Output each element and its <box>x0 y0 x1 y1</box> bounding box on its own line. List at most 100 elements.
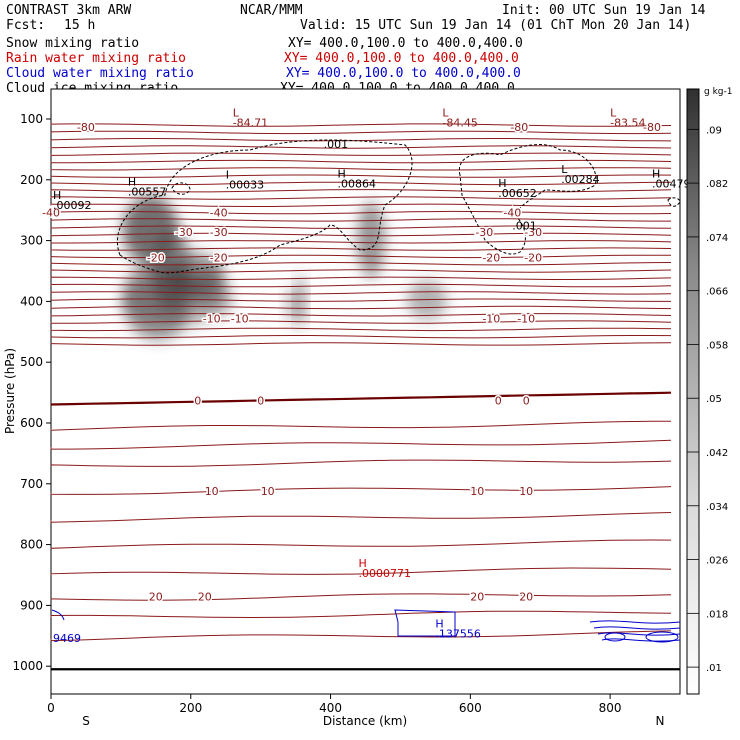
isotherm-label: 0 <box>495 395 502 408</box>
colorbar-tick-label: .074 <box>706 233 728 244</box>
cloud-ice-outline <box>116 139 413 274</box>
extremum-value: .0000771 <box>359 567 412 580</box>
y-tick-label: 700 <box>20 477 43 491</box>
isotherm-line <box>50 189 672 193</box>
x-tick-label: 600 <box>459 701 482 715</box>
x-axis-title: Distance (km) <box>323 714 407 728</box>
isotherm-label: -30 <box>175 226 193 239</box>
extremum-value: -83.54 <box>610 116 645 129</box>
y-tick-label: 200 <box>20 173 43 187</box>
extremum-marker: I <box>226 168 229 181</box>
isotherm-label: -80 <box>643 121 661 134</box>
cloud-ice-outline <box>458 144 597 255</box>
isotherm-line <box>50 512 672 523</box>
isotherm-line <box>50 225 672 229</box>
isotherm-line <box>50 218 671 222</box>
extremum-value: .001 <box>324 138 349 151</box>
xy-text-cloud-water: XY= 400.0,100.0 to 400.0,400.0 <box>286 66 521 81</box>
isotherm-line <box>50 459 672 467</box>
x-tick-label: 200 <box>179 701 202 715</box>
isotherm-line <box>50 320 672 324</box>
y-tick-label: 500 <box>20 355 43 369</box>
colorbar-tick-label: .066 <box>706 287 728 298</box>
cloud-water-outline <box>593 626 681 630</box>
isotherm-line <box>50 420 671 431</box>
cloud-water-outline <box>394 609 456 637</box>
colorbar-tick-label: .042 <box>706 448 728 459</box>
extremum-value: -84.71 <box>233 116 268 129</box>
x-tick-label: 800 <box>599 701 622 715</box>
isotherm-line <box>50 167 672 171</box>
isotherm-line <box>50 232 672 237</box>
isotherm-line <box>50 283 672 288</box>
header-project: CONTRAST 3km ARW <box>6 3 131 18</box>
extremum-marker: H <box>498 177 506 190</box>
colorbar-tick-label: .05 <box>706 394 722 405</box>
extremum-value: .00033 <box>226 178 265 191</box>
colorbar-tick-label: .09 <box>706 125 722 136</box>
extremum-marker: L <box>610 106 617 119</box>
cloud-water-outline <box>589 620 681 624</box>
cloud-water-outline <box>51 609 65 621</box>
cloud-water-outline <box>597 632 681 636</box>
isotherm-label: -10 <box>203 312 221 325</box>
isotherm-line <box>50 130 672 135</box>
cloud-water-outline <box>645 631 679 643</box>
extremum-value: 9469 <box>53 632 81 645</box>
extremum-marker: H <box>359 557 367 570</box>
x-tick-label: 400 <box>319 701 342 715</box>
extremum-marker: L <box>442 106 449 119</box>
colorbar-tick-label: .058 <box>706 340 728 351</box>
colorbar-tick-label: .026 <box>706 556 728 567</box>
extremum-marker: H <box>53 189 61 202</box>
contour-labels: -80 -80 -80-40 -40 -40-30 -30 -30 -30-20 -20 -20-… <box>41 106 691 645</box>
isotherm-label: -10 <box>231 312 249 325</box>
field-label-rain: Rain water mixing ratio <box>6 51 186 66</box>
xy-text-snow: XY= 400.0,100.0 to 400.0,400.0 <box>288 36 523 51</box>
isotherm-label: -30 <box>475 226 493 239</box>
isotherm-line <box>50 630 672 642</box>
isotherm-line <box>50 313 672 317</box>
isotherm-line <box>50 210 672 215</box>
isotherm-line <box>50 486 672 495</box>
isotherm-line <box>50 247 672 251</box>
isotherm-label: 20 <box>470 590 484 603</box>
isotherm-label: -10 <box>482 312 500 325</box>
x-end-label-south: S <box>82 714 90 728</box>
isotherm-line <box>50 174 672 178</box>
isotherm-label: 20 <box>519 590 533 603</box>
x-tick-label: 0 <box>47 701 55 715</box>
extremum-value: .00479 <box>652 178 691 191</box>
isotherm-line <box>50 196 672 200</box>
cloud-ice-outline <box>171 182 191 195</box>
extremum-value: .00092 <box>53 199 92 212</box>
isotherm-label: 0 <box>194 395 201 408</box>
y-axis-title: Pressure (hPa) <box>3 348 17 434</box>
y-tick-label: 600 <box>20 416 43 430</box>
isotherm-label: -40 <box>210 207 228 220</box>
isotherm-label: 10 <box>205 485 219 498</box>
isotherm-label: -20 <box>482 252 500 265</box>
cloud-outlines <box>51 139 681 643</box>
isotherm-line <box>50 439 672 450</box>
colorbar-ticks: .01 .018 .026 .034 .042 .05 .058 .066 .074 .082 .0… <box>687 125 728 674</box>
header-center: NCAR/MMM <box>240 3 303 18</box>
header-fcst-label: Fcst: <box>6 18 45 33</box>
field-label-cloud-water: Cloud water mixing ratio <box>6 66 194 81</box>
isotherm-line <box>50 342 672 346</box>
isotherm-line <box>50 335 672 339</box>
isotherm-line <box>50 305 672 310</box>
extremum-value: .00284 <box>561 173 600 186</box>
snow-shade-blob <box>286 285 302 325</box>
cloud-water-outline <box>604 632 626 642</box>
colorbar <box>686 88 700 695</box>
isotherm-label: -20 <box>524 252 542 265</box>
isotherm-line <box>50 159 672 164</box>
isotherm-label: -80 <box>77 121 95 134</box>
y-tick-label: 800 <box>20 538 43 552</box>
isotherm-line <box>50 593 672 601</box>
header-valid: Valid: 15 UTC Sun 19 Jan 14 (01 ChT Mon … <box>300 18 691 33</box>
xy-text-rain: XY= 400.0,100.0 to 400.0,400.0 <box>284 51 519 66</box>
